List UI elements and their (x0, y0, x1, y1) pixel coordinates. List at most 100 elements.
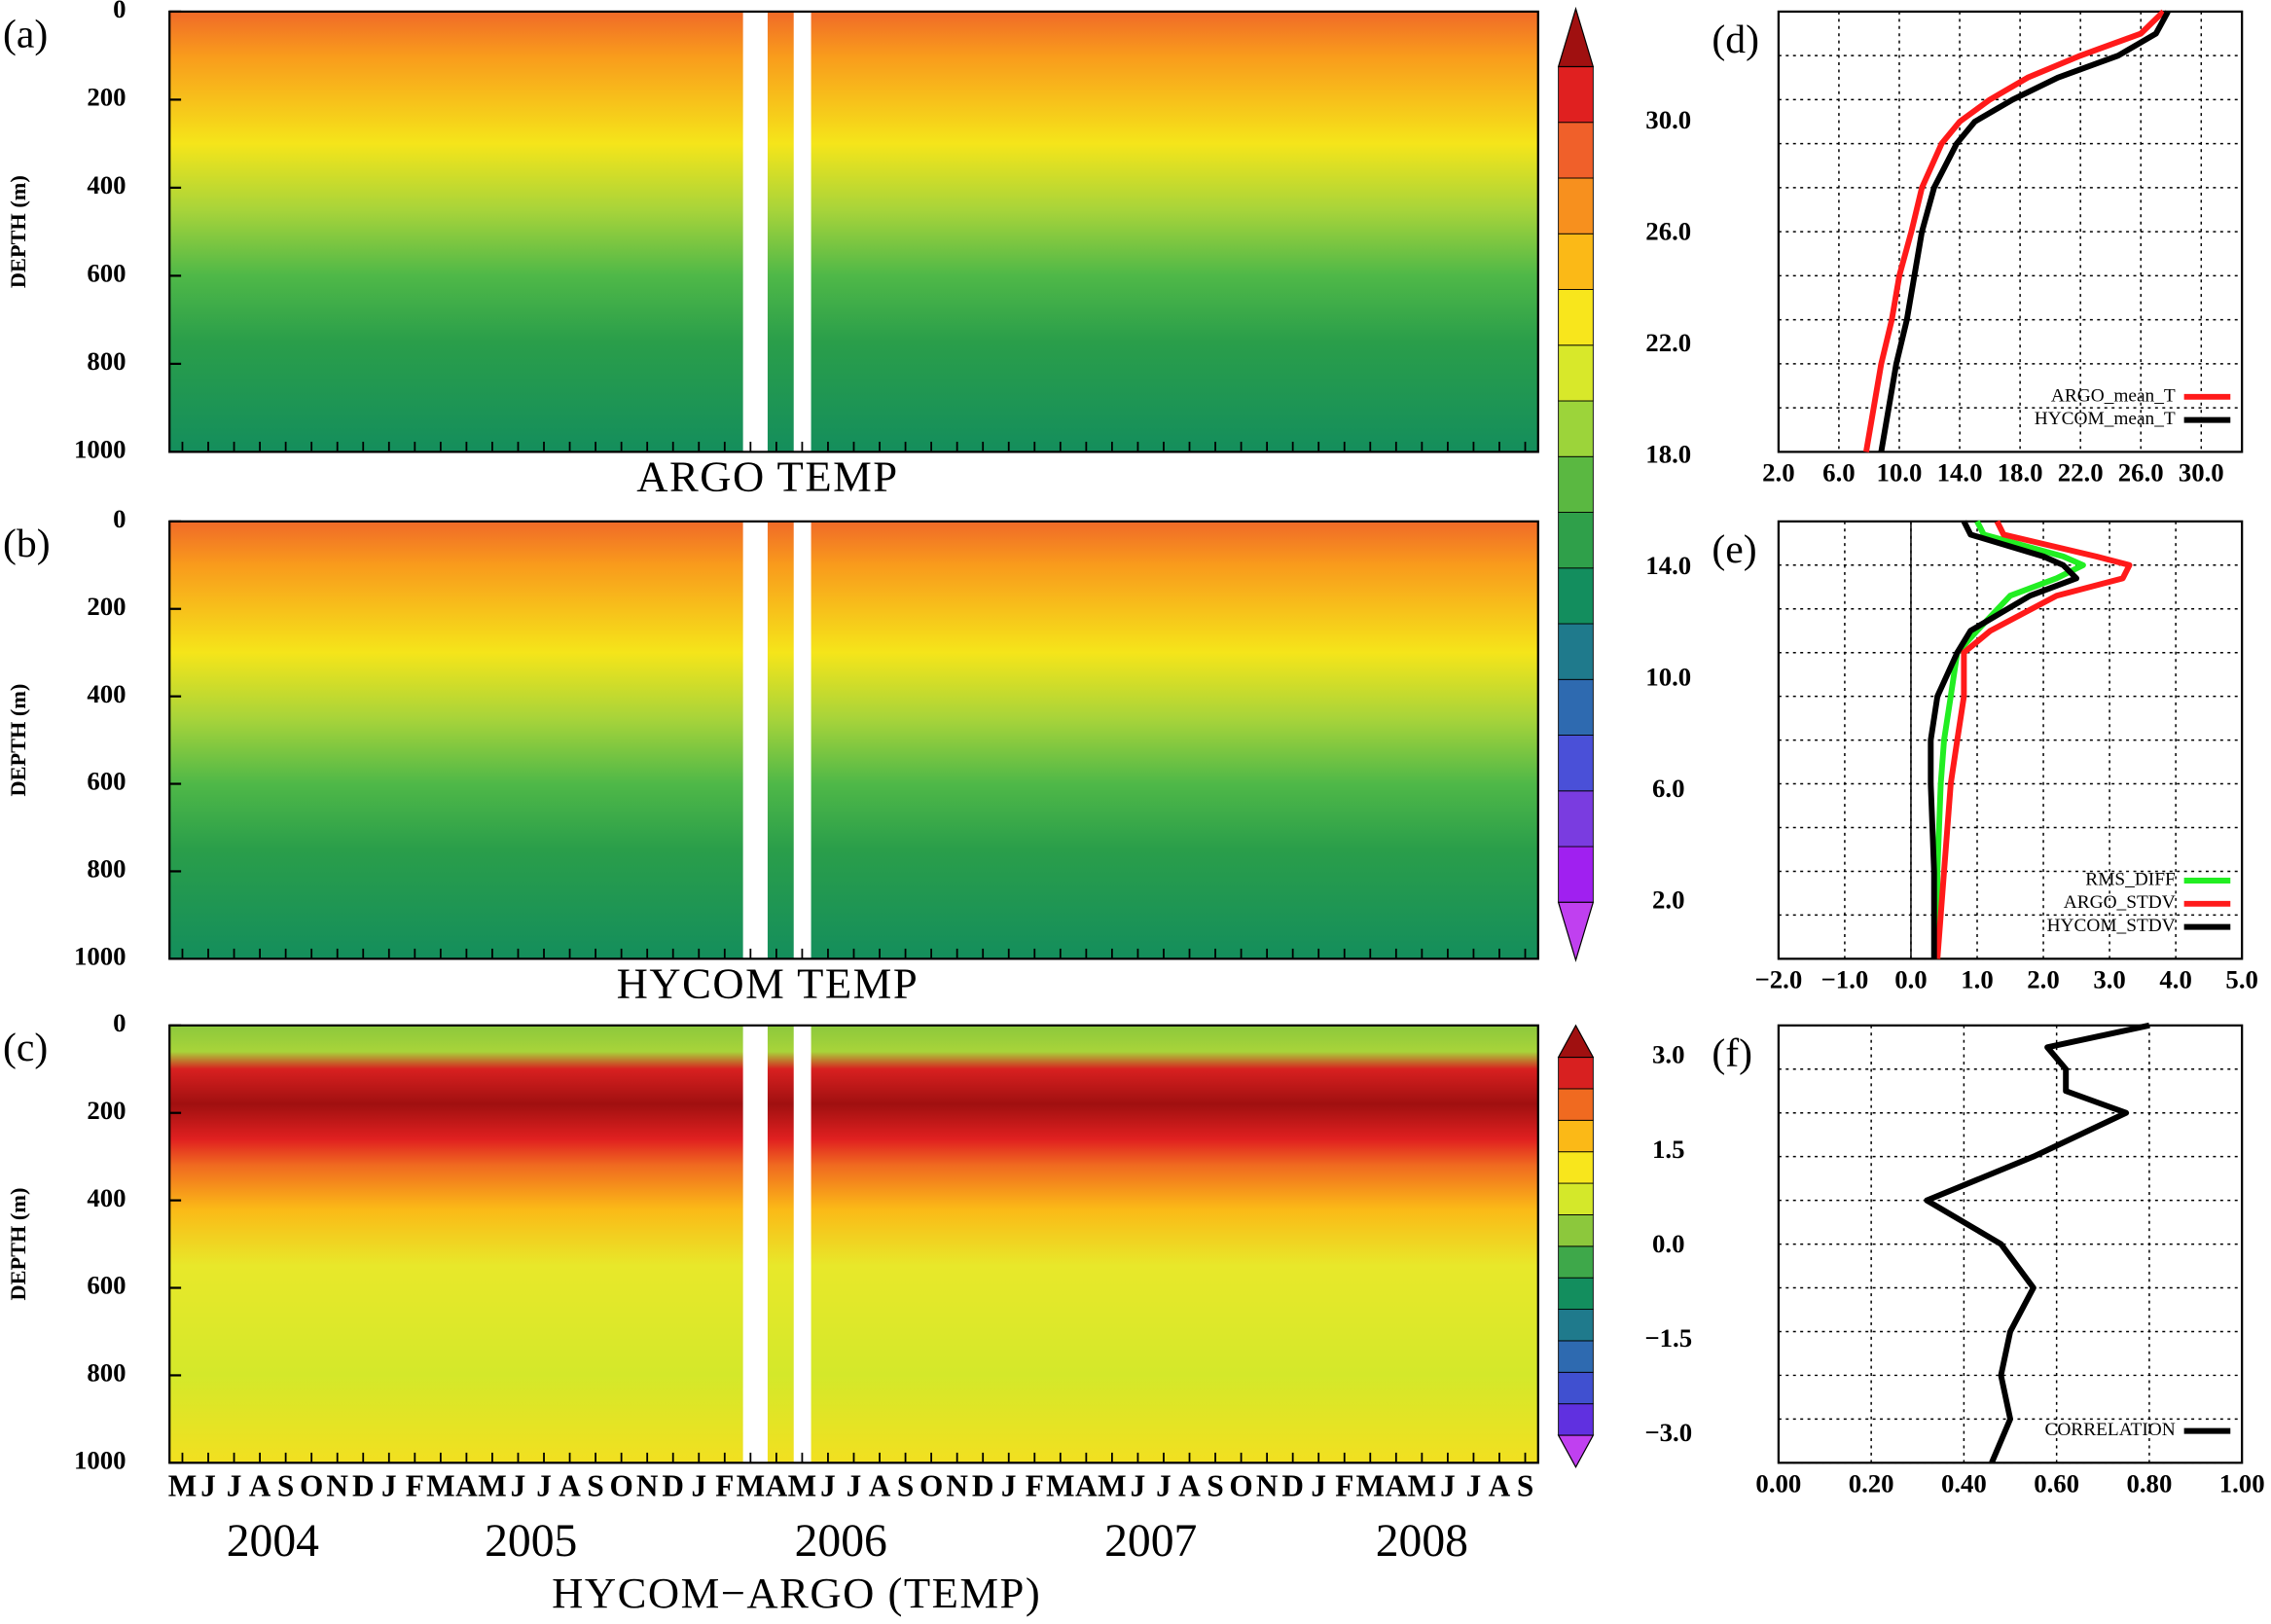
panel-title: HYCOM−ARGO (TEMP) (552, 1569, 1041, 1617)
x-tick-label: 4.0 (2159, 964, 2191, 993)
month-label: S (897, 1468, 914, 1502)
year-label: 2004 (227, 1516, 319, 1567)
colorbar-band (1558, 1245, 1594, 1279)
month-label: D (662, 1468, 684, 1502)
month-label: M (1408, 1468, 1437, 1502)
month-label: M (1098, 1468, 1127, 1502)
y-axis-label: DEPTH (m) (6, 175, 30, 288)
x-tick-label: 18.0 (1998, 457, 2043, 487)
month-label: J (1466, 1468, 1482, 1502)
x-tick-label: 3.0 (2093, 964, 2125, 993)
colorbar-under (1557, 1434, 1595, 1469)
y-tick-label: 600 (87, 767, 126, 796)
x-tick-label: −2.0 (1754, 964, 1802, 993)
plot-frame (1777, 10, 2244, 453)
colorbar-band (1558, 122, 1594, 179)
month-label: J (381, 1468, 397, 1502)
y-axis-label: DEPTH (m) (6, 684, 30, 797)
colorbar-over (1557, 6, 1595, 68)
colorbar-label: 0.0 (1652, 1229, 1684, 1258)
y-tick-label: 1000 (74, 435, 126, 464)
colorbar-label: 6.0 (1652, 774, 1684, 803)
plot-frame (1777, 520, 2244, 960)
month-label: N (636, 1468, 659, 1502)
colorbar-band (1558, 512, 1594, 569)
month-label: O (300, 1468, 323, 1502)
month-label: F (406, 1468, 424, 1502)
y-tick-label: 0 (113, 1008, 126, 1037)
y-tick-label: 0 (113, 0, 126, 23)
colorbar-band (1558, 1340, 1594, 1373)
year-label: 2007 (1104, 1516, 1197, 1567)
colorbar-label: 1.5 (1652, 1135, 1684, 1164)
x-tick-label: 0.80 (2126, 1468, 2172, 1498)
x-tick-label: 10.0 (1877, 457, 1923, 487)
colorbar-band (1558, 846, 1594, 903)
month-label: J (200, 1468, 216, 1502)
profile-line (1934, 520, 2133, 959)
month-label: A (766, 1468, 788, 1502)
month-label: A (1386, 1468, 1408, 1502)
colorbar-band (1558, 678, 1594, 736)
month-label: N (326, 1468, 348, 1502)
colorbar-label: 26.0 (1645, 216, 1691, 245)
month-label: J (847, 1468, 862, 1502)
colorbar-band (1558, 400, 1594, 457)
x-tick-label: 0.60 (2034, 1468, 2079, 1498)
month-label: J (1001, 1468, 1017, 1502)
month-label: S (277, 1468, 294, 1502)
panel-label: (f) (1712, 1031, 1752, 1076)
x-tick-label: 22.0 (2058, 457, 2104, 487)
month-label: M (1046, 1468, 1075, 1502)
month-label: S (587, 1468, 603, 1502)
x-tick-label: 0.00 (1755, 1468, 1801, 1498)
colorbar-label: 3.0 (1652, 1040, 1684, 1069)
data-gap (742, 11, 768, 452)
data-gap (742, 521, 768, 959)
panel-label: (a) (3, 12, 48, 56)
x-tick-label: 2.0 (1762, 457, 1794, 487)
month-label: J (536, 1468, 552, 1502)
panel-label: (c) (3, 1026, 48, 1070)
y-tick-label: 200 (87, 592, 126, 621)
data-gap (742, 1025, 768, 1463)
profile-line (1924, 1022, 2150, 1464)
month-label: J (1131, 1468, 1146, 1502)
month-label: A (1489, 1468, 1511, 1502)
panel-label: (d) (1712, 18, 1759, 62)
month-label: A (1178, 1468, 1201, 1502)
colorbar-label: 14.0 (1645, 551, 1691, 580)
colorbar-band (1558, 177, 1594, 235)
month-label: J (511, 1468, 526, 1502)
colorbar-label: 22.0 (1645, 328, 1691, 357)
panel-fields (169, 11, 1538, 1463)
x-tick-label: 5.0 (2225, 964, 2257, 993)
x-tick-label: 0.0 (1894, 964, 1927, 993)
legend-label: ARGO_STDV (2064, 892, 2176, 913)
month-label: M (478, 1468, 507, 1502)
colorbar-band (1558, 1371, 1594, 1405)
panel-label: (e) (1712, 527, 1756, 572)
profile-line (1928, 520, 2080, 959)
month-label: J (1311, 1468, 1326, 1502)
month-label: M (168, 1468, 198, 1502)
colorbar-label: −3.0 (1644, 1418, 1692, 1447)
month-label: F (1335, 1468, 1353, 1502)
month-label: A (869, 1468, 891, 1502)
colorbar-band (1558, 1088, 1594, 1121)
profile-line (1878, 10, 2171, 452)
month-label: M (426, 1468, 455, 1502)
y-tick-label: 200 (87, 83, 126, 112)
colorbar-label: 2.0 (1652, 884, 1684, 914)
plot-frame (1777, 1024, 2244, 1464)
y-tick-label: 600 (87, 1271, 126, 1300)
colorbar-band (1558, 567, 1594, 625)
month-label: J (1156, 1468, 1172, 1502)
colorbar-label: 30.0 (1645, 105, 1691, 134)
data-gap (793, 11, 811, 452)
y-tick-label: 800 (87, 346, 126, 376)
colorbar-band (1558, 1151, 1594, 1184)
y-tick-label: 400 (87, 679, 126, 708)
x-tick-label: 1.0 (1961, 964, 1993, 993)
y-tick-label: 600 (87, 259, 126, 288)
